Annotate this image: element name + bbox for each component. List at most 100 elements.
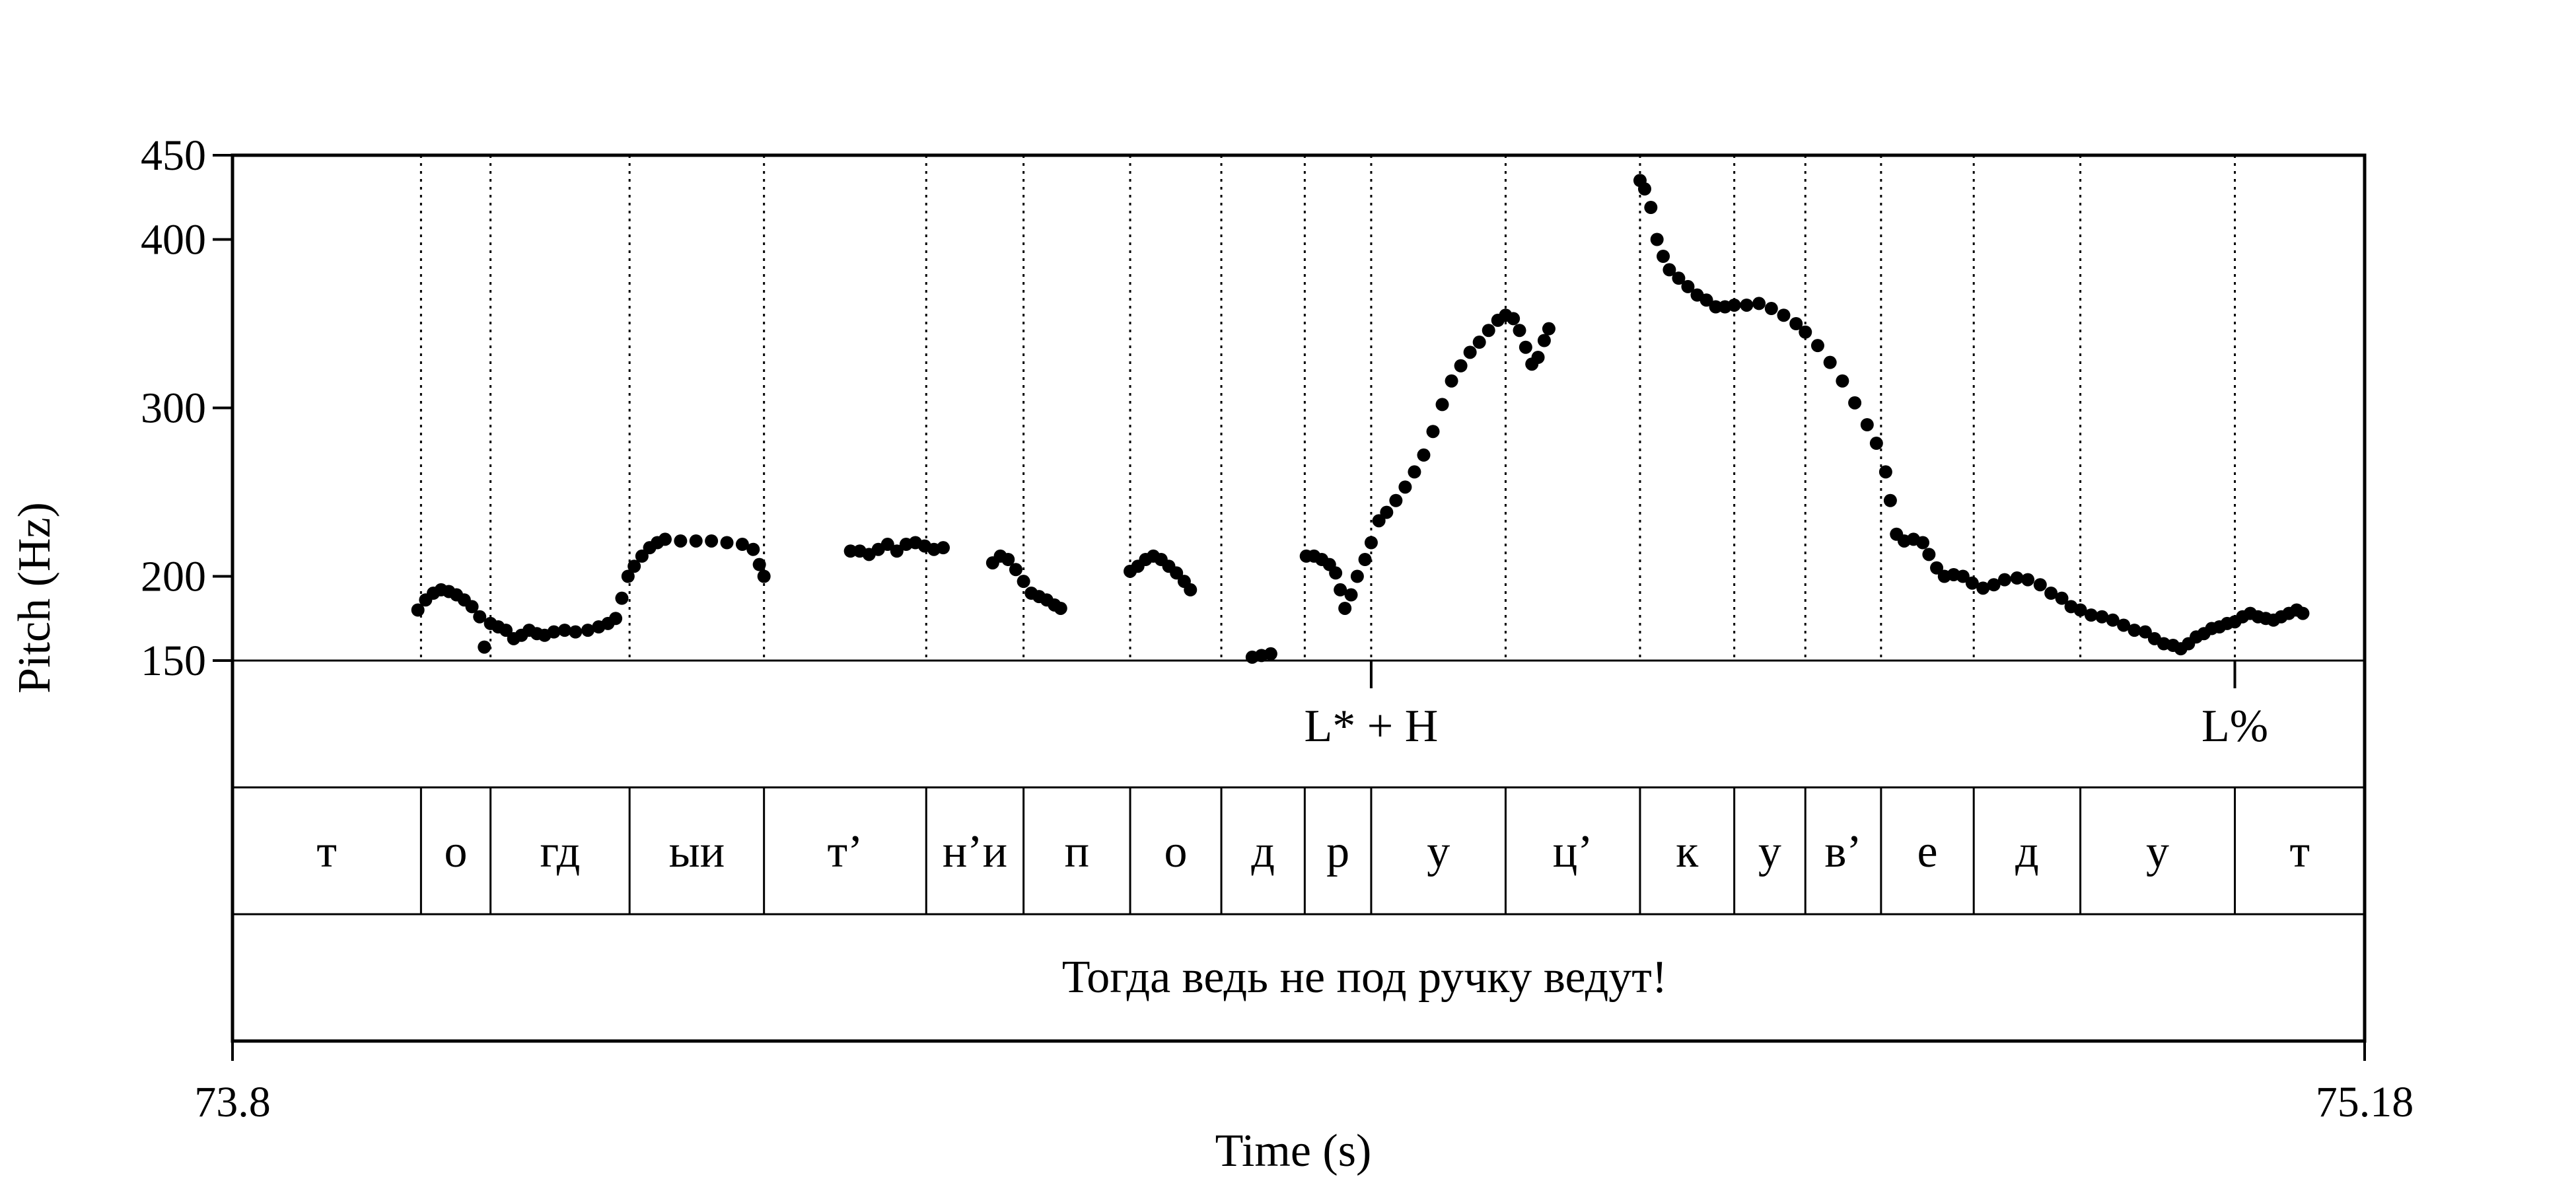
segment-label: т’ xyxy=(828,826,863,877)
pitch-point xyxy=(1398,480,1412,494)
pitch-point xyxy=(557,624,571,637)
segment-label: ц’ xyxy=(1553,826,1593,877)
pitch-point xyxy=(674,534,688,548)
pitch-point xyxy=(2095,610,2109,624)
segment-label: е xyxy=(1917,826,1937,877)
pitch-point xyxy=(465,600,479,614)
pitch-point xyxy=(2106,613,2120,627)
pitch-point xyxy=(1537,334,1551,347)
pitch-point xyxy=(1513,324,1526,338)
pitch-point xyxy=(1799,325,1812,339)
segment-label: т xyxy=(316,826,337,877)
pitch-point xyxy=(1672,271,1686,285)
pitch-point xyxy=(473,610,487,624)
pitch-point xyxy=(1681,279,1695,293)
pitch-point xyxy=(1878,465,1892,479)
pitch-point xyxy=(609,612,623,626)
pitch-point xyxy=(1987,578,2001,592)
pitch-point xyxy=(1637,182,1651,196)
pitch-point xyxy=(1836,374,1849,388)
tone-tier: L* + H L% xyxy=(1305,661,2268,752)
y-tick-label: 450 xyxy=(141,131,206,180)
pitch-point xyxy=(1264,647,1277,661)
pitch-point xyxy=(1764,302,1778,316)
pitch-point xyxy=(1997,573,2011,587)
pitch-point xyxy=(1344,588,1358,602)
pitch-point xyxy=(1017,575,1030,589)
tone-label: L% xyxy=(2201,701,2268,752)
pitch-point xyxy=(1727,298,1741,312)
x-axis-title: Time (s) xyxy=(1215,1126,1372,1176)
pitch-point xyxy=(1699,293,1713,307)
segment-label: д xyxy=(1251,826,1275,877)
segment-label: д xyxy=(2015,826,2039,877)
pitch-point xyxy=(746,542,760,556)
pitch-point xyxy=(1380,505,1394,519)
pitch-point xyxy=(1777,308,1791,322)
pitch-point xyxy=(2033,578,2047,592)
segment-tier: т о гд ыи т’ н’и п о д р у ц’ к у в’ е д у т xyxy=(316,787,2310,914)
pitch-point xyxy=(621,569,635,583)
segment-label: ыи xyxy=(669,826,725,877)
pitch-point xyxy=(1364,536,1378,550)
pitch-point xyxy=(1389,493,1403,507)
pitch-point xyxy=(843,544,857,558)
pitch-point xyxy=(1922,548,1936,561)
segment-label: п xyxy=(1065,826,1089,877)
pitch-point xyxy=(2055,591,2069,605)
segment-label: р xyxy=(1326,826,1349,877)
segment-label: в’ xyxy=(1824,826,1861,877)
pitch-point xyxy=(1823,355,1837,369)
pitch-point xyxy=(1445,374,1458,388)
pitch-point xyxy=(1709,300,1723,314)
tone-label: L* + H xyxy=(1305,701,1439,752)
pitch-point xyxy=(1657,250,1670,263)
segment-label: у xyxy=(2146,826,2169,877)
pitch-point xyxy=(1956,569,1970,583)
segment-label: у xyxy=(1758,826,1781,877)
pitch-point xyxy=(1860,418,1874,431)
pitch-point xyxy=(1435,398,1449,412)
pitch-point xyxy=(499,624,513,637)
pitch-point xyxy=(1338,601,1352,615)
pitch-point xyxy=(752,558,766,571)
pitch-point xyxy=(1001,553,1015,566)
pitch-point xyxy=(2084,608,2098,622)
pitch-point xyxy=(1482,324,1495,338)
pitch-point xyxy=(1916,536,1930,550)
pitch-point xyxy=(1463,345,1477,359)
segment-label: гд xyxy=(540,826,580,877)
pitch-point xyxy=(2073,603,2087,617)
sentence-text: Тогда ведь не под ручку ведут! xyxy=(1062,952,1667,1003)
pitch-point xyxy=(1848,396,1862,410)
segment-label: о xyxy=(445,826,468,877)
pitch-point xyxy=(1009,563,1022,577)
pitch-point xyxy=(2044,587,2058,600)
pitch-point xyxy=(937,541,950,555)
pitch-point xyxy=(1869,437,1883,450)
segment-label: н’и xyxy=(943,826,1007,877)
pitch-point xyxy=(2138,625,2152,639)
pitch-point xyxy=(1358,553,1372,566)
pitch-point xyxy=(1334,583,1347,596)
pitch-point xyxy=(1965,576,1979,590)
y-axis-title: Pitch (Hz) xyxy=(9,502,60,694)
pitch-point xyxy=(1519,340,1532,354)
pitch-point xyxy=(1454,359,1468,373)
figure-frame xyxy=(231,153,2367,1043)
pitch-point xyxy=(1789,317,1803,330)
pitch-point xyxy=(1740,298,1754,312)
pitch-point xyxy=(1426,425,1440,439)
y-tick-label: 300 xyxy=(141,384,206,433)
x-tick-label: 73.8 xyxy=(194,1078,271,1126)
pitch-track xyxy=(411,174,2310,664)
pitch-point xyxy=(1350,569,1364,583)
y-tick-label: 200 xyxy=(141,553,206,601)
pitch-point xyxy=(1417,448,1431,462)
pitch-panel-boundaries xyxy=(419,155,2236,661)
pitch-point xyxy=(1663,263,1676,277)
pitch-point xyxy=(627,559,641,573)
pitch-point xyxy=(689,534,703,548)
pitch-point xyxy=(1650,233,1664,246)
